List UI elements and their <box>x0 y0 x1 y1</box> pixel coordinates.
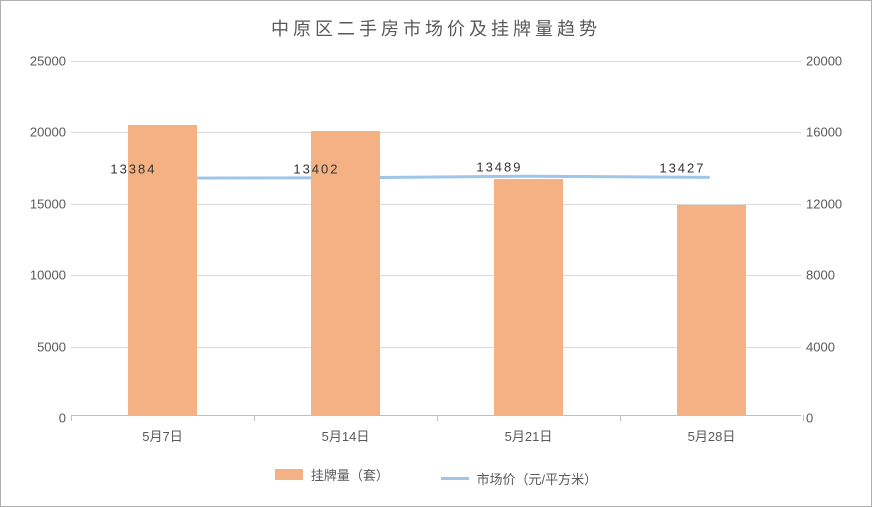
y-right-tick-label: 8000 <box>806 268 856 283</box>
legend-item-bar: 挂牌量（套） <box>275 465 389 484</box>
line-data-label: 13384 <box>110 162 156 177</box>
legend-swatch-line <box>441 477 469 480</box>
y-right-tick-label: 0 <box>806 411 856 426</box>
gridline <box>71 61 801 62</box>
y-left-tick-label: 25000 <box>16 54 66 69</box>
x-axis-label: 5月21日 <box>505 426 553 445</box>
legend-label-line: 市场价（元/平方米） <box>477 469 598 488</box>
legend-item-line: 市场价（元/平方米） <box>441 469 598 488</box>
y-left-tick-label: 0 <box>16 411 66 426</box>
y-right-tick-label: 12000 <box>806 196 856 211</box>
y-left-tick-label: 20000 <box>16 125 66 140</box>
y-right-tick-label: 16000 <box>806 125 856 140</box>
x-tick <box>254 415 255 421</box>
y-right-tick-label: 20000 <box>806 54 856 69</box>
y-left-tick-label: 5000 <box>16 339 66 354</box>
x-axis-label: 5月28日 <box>688 426 736 445</box>
legend: 挂牌量（套） 市场价（元/平方米） <box>1 465 871 488</box>
y-right-tick-label: 4000 <box>806 339 856 354</box>
bar <box>677 205 747 415</box>
line-path <box>162 176 710 178</box>
line-data-label: 13427 <box>659 161 705 176</box>
bar <box>494 179 564 415</box>
legend-swatch-bar <box>275 469 303 480</box>
x-tick <box>71 415 72 421</box>
chart-title: 中原区二手房市场价及挂牌量趋势 <box>1 1 871 41</box>
legend-label-bar: 挂牌量（套） <box>311 465 389 484</box>
chart-container: 中原区二手房市场价及挂牌量趋势 005000400010000800015000… <box>0 0 872 507</box>
line-data-label: 13489 <box>476 160 522 175</box>
x-axis-label: 5月7日 <box>142 426 182 445</box>
x-tick <box>620 415 621 421</box>
x-axis-label: 5月14日 <box>322 426 370 445</box>
x-tick <box>437 415 438 421</box>
y-left-tick-label: 10000 <box>16 268 66 283</box>
plot-area: 0050004000100008000150001200020000160002… <box>71 61 801 416</box>
y-left-tick-label: 15000 <box>16 196 66 211</box>
line-data-label: 13402 <box>293 161 339 176</box>
x-tick <box>803 415 804 421</box>
